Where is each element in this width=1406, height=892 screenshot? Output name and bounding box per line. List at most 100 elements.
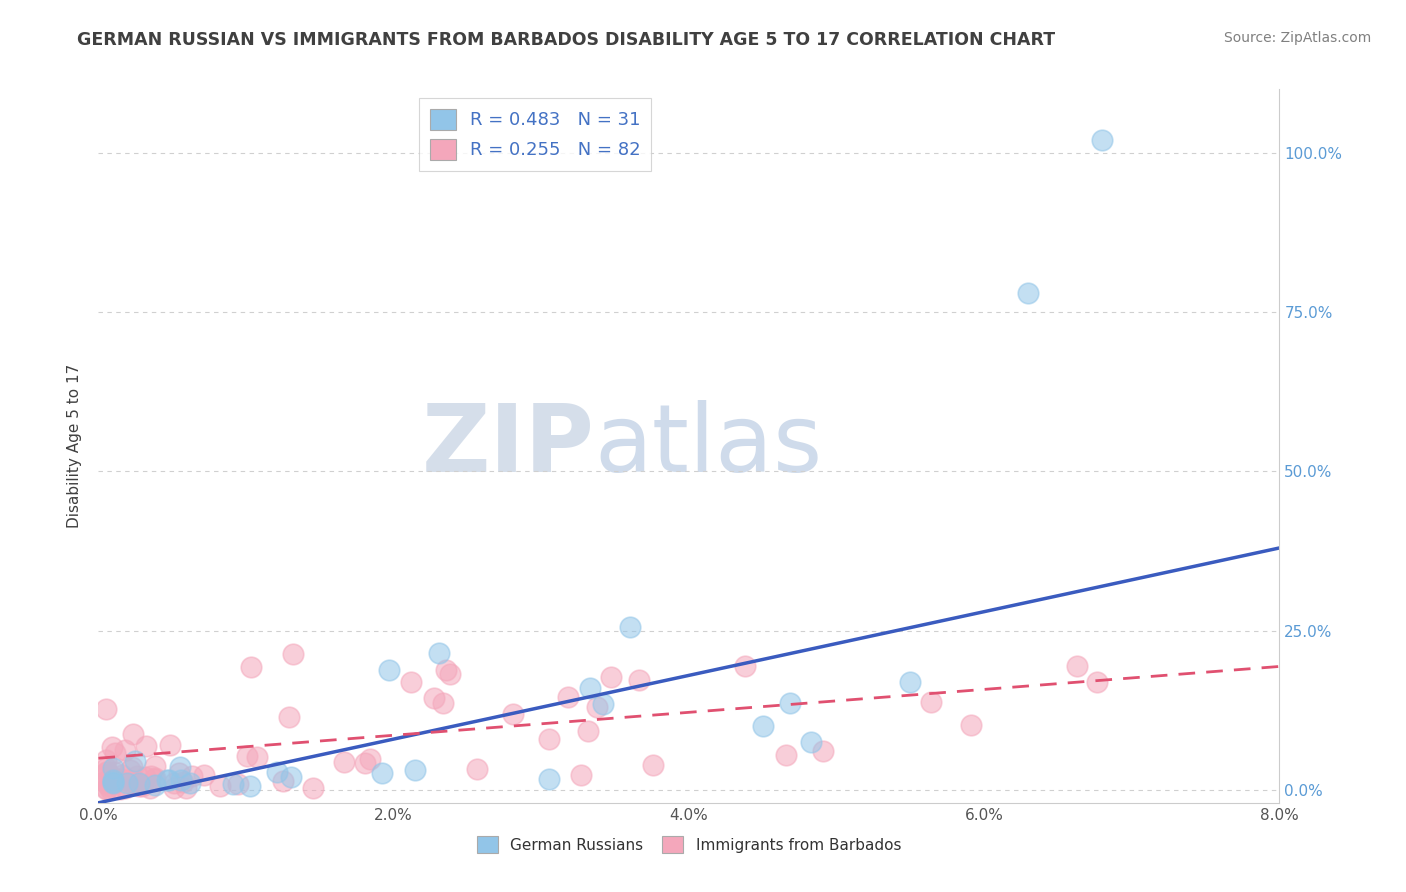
Point [226, 777, 249, 791]
Point [143, 772, 166, 786]
Point [354, 756, 377, 770]
Point [579, 681, 602, 695]
Point [143, 778, 166, 792]
Point [246, 750, 269, 764]
Point [114, 780, 136, 794]
Point [101, 740, 124, 755]
Point [280, 770, 302, 784]
Point [94, 781, 117, 796]
Point [538, 772, 561, 787]
Point [359, 752, 381, 766]
Point [94, 702, 117, 716]
Point [900, 674, 922, 689]
Point [104, 774, 127, 789]
Point [641, 757, 664, 772]
Point [1085, 675, 1108, 690]
Point [600, 670, 623, 684]
Point [434, 664, 457, 678]
Point [240, 660, 263, 674]
Point [371, 766, 394, 780]
Point [502, 707, 524, 722]
Text: Source: ZipAtlas.com: Source: ZipAtlas.com [1223, 31, 1371, 45]
Point [423, 690, 446, 705]
Point [813, 744, 835, 758]
Point [377, 663, 399, 677]
Point [120, 763, 142, 777]
Point [404, 763, 426, 777]
Point [169, 760, 191, 774]
Point [179, 775, 201, 789]
Point [114, 743, 136, 757]
Point [128, 776, 150, 790]
Point [128, 780, 150, 794]
Point [125, 776, 148, 790]
Point [134, 771, 156, 785]
Point [115, 775, 138, 789]
Point [121, 727, 143, 741]
Point [125, 769, 148, 783]
Point [121, 760, 143, 774]
Y-axis label: Disability Age 5 to 17: Disability Age 5 to 17 [67, 364, 83, 528]
Point [266, 765, 288, 780]
Point [98, 781, 121, 796]
Point [172, 775, 194, 789]
Point [108, 781, 131, 796]
Point [101, 770, 124, 784]
Point [619, 619, 641, 633]
Point [96, 781, 118, 796]
Point [94, 753, 117, 767]
Point [427, 646, 450, 660]
Point [576, 723, 599, 738]
Point [439, 666, 461, 681]
Point [174, 781, 197, 796]
Point [103, 761, 125, 775]
Point [117, 773, 139, 788]
Point [114, 780, 136, 795]
Point [569, 768, 592, 782]
Point [283, 647, 305, 661]
Point [239, 780, 262, 794]
Point [103, 773, 125, 788]
Point [169, 772, 191, 787]
Point [399, 675, 422, 690]
Point [538, 732, 561, 747]
Point [208, 780, 231, 794]
Point [124, 775, 146, 789]
Point [163, 775, 186, 789]
Point [94, 774, 117, 789]
Point [163, 780, 186, 795]
Text: ZIP: ZIP [422, 400, 595, 492]
Point [103, 776, 125, 790]
Point [138, 780, 160, 795]
Point [465, 762, 488, 776]
Point [271, 774, 294, 789]
Point [145, 772, 167, 786]
Point [775, 747, 797, 762]
Point [94, 776, 117, 790]
Point [121, 777, 143, 791]
Point [193, 767, 215, 781]
Point [145, 759, 167, 773]
Point [180, 769, 202, 783]
Point [94, 764, 117, 779]
Point [103, 774, 125, 789]
Point [169, 765, 191, 780]
Point [332, 755, 354, 769]
Point [135, 739, 157, 754]
Point [104, 747, 127, 761]
Point [1091, 133, 1114, 147]
Point [557, 690, 579, 704]
Point [628, 673, 651, 688]
Point [155, 772, 177, 787]
Legend: German Russians, Immigrants from Barbados: German Russians, Immigrants from Barbado… [471, 830, 907, 859]
Point [585, 700, 607, 714]
Point [960, 718, 983, 732]
Point [278, 710, 301, 724]
Point [222, 777, 245, 791]
Text: atlas: atlas [595, 400, 823, 492]
Point [734, 658, 756, 673]
Point [131, 779, 153, 793]
Point [920, 695, 942, 709]
Point [779, 696, 801, 710]
Point [159, 738, 181, 752]
